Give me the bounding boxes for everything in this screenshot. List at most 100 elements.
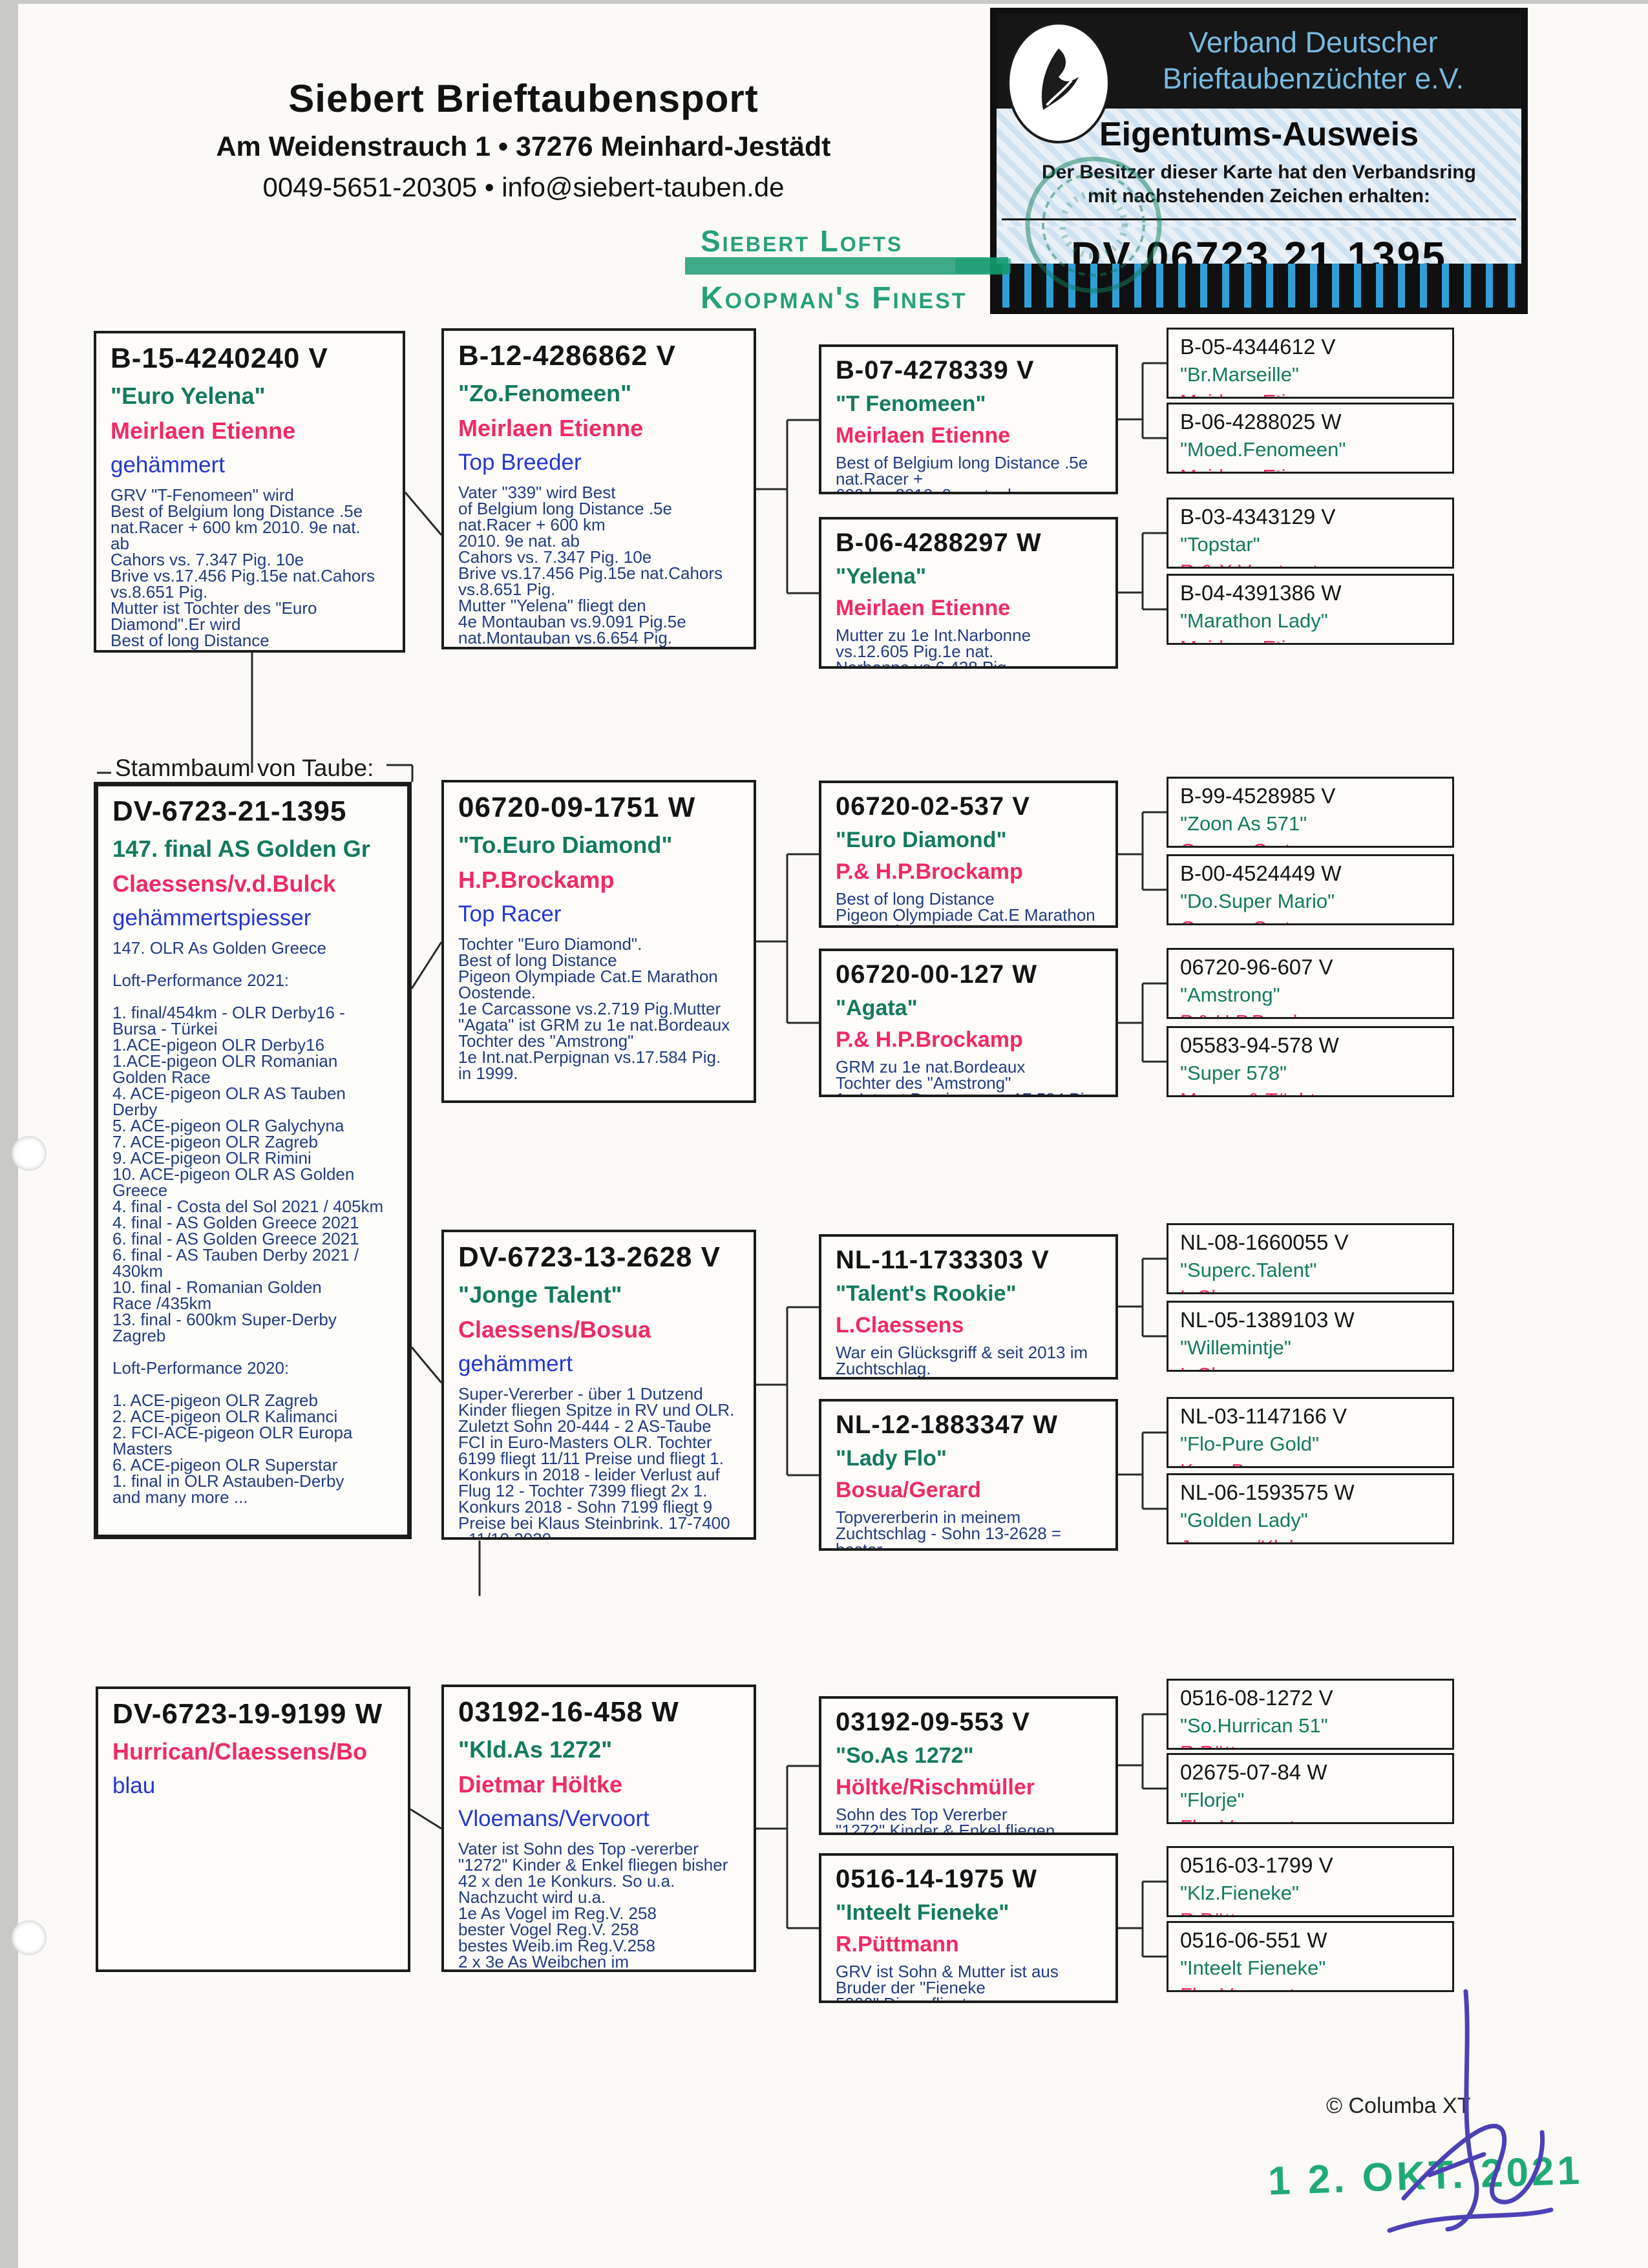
ring-id: NL-08-1660055 V bbox=[1180, 1230, 1349, 1254]
breeder-name: R.Püttmann bbox=[1180, 1909, 1441, 1915]
color-line: Top Breeder bbox=[458, 450, 582, 475]
loft-stamp-line1: Siebert Lofts bbox=[701, 224, 903, 258]
pedigree-box-grandparent: DV-6723-13-2628 V "Jonge Talent" Claesse… bbox=[441, 1230, 756, 1540]
breeder-name: R.Püttmann bbox=[1180, 1741, 1441, 1748]
pigeon-name: "So.Hurrican 51" bbox=[1180, 1714, 1328, 1737]
breeder-name: P.& H.P.Brockamp bbox=[836, 1027, 1023, 1052]
ring-id: B-12-4286862 V bbox=[458, 340, 676, 372]
card-subtitle: Der Besitzer dieser Karte hat den Verban… bbox=[997, 160, 1521, 208]
performance-notes: Vater ist Sohn des Top -vererber "1272" … bbox=[458, 1839, 728, 1971]
loft-stamp-bar-fragment bbox=[955, 258, 1011, 273]
performance-notes: Tochter "Euro Diamond". Best of long Dis… bbox=[458, 934, 730, 1083]
performance-notes: GRV ist Sohn & Mutter ist aus Bruder der… bbox=[836, 1962, 1059, 2000]
pigeon-name: "Br.Marseille" bbox=[1180, 363, 1299, 386]
performance-notes: Best of long Distance Pigeon Olympiade C… bbox=[836, 889, 1095, 925]
breeder-name: P.& H.P.Brockamp bbox=[836, 859, 1023, 884]
performance-notes: 147. OLR As Golden Greece Loft-Performan… bbox=[112, 938, 384, 1507]
pedigree-box-great-grandparent: NL-12-1883347 W "Lady Flo" Bosua/Gerard … bbox=[819, 1399, 1118, 1551]
pigeon-name: "Inteelt Fieneke" bbox=[1180, 1957, 1326, 1979]
breeder-name: George Carteus bbox=[1180, 839, 1441, 846]
color-line: Vloemans/Vervoort bbox=[458, 1806, 650, 1831]
pedigree-box-gg-grandparent: B-04-4391386 W "Marathon Lady" Meirlaen … bbox=[1167, 574, 1454, 645]
performance-notes: War ein Glücksgriff & seit 2013 im Zucht… bbox=[836, 1343, 1088, 1378]
ring-id: 0516-08-1272 V bbox=[1180, 1686, 1333, 1710]
dove-icon bbox=[1041, 48, 1079, 110]
pigeon-name: "Zoon As 571" bbox=[1180, 812, 1307, 835]
punch-hole bbox=[12, 1136, 47, 1171]
breeder-name: Meirlaen Etienne bbox=[111, 417, 296, 444]
card-title: Eigentums-Ausweis bbox=[1099, 116, 1419, 153]
ring-id: B-05-4344612 V bbox=[1180, 335, 1336, 359]
breeder-name: Claessens/Bosua bbox=[458, 1316, 651, 1343]
performance-notes: Super-Vererber - über 1 Dutzend Kinder f… bbox=[458, 1384, 735, 1540]
pedigree-box-gg-grandparent: 02675-07-84 W "Florje" Flor Vervoort bbox=[1167, 1753, 1454, 1824]
card-org-line2: Brieftaubenzüchter e.V. bbox=[1162, 62, 1464, 95]
performance-notes: GRV "T-Fenomeen" wird Best of Belgium lo… bbox=[111, 485, 375, 650]
loft-stamp-bar bbox=[685, 257, 1008, 275]
pigeon-name: "Talent's Rookie" bbox=[836, 1281, 1017, 1306]
pedigree-box-gg-grandparent: NL-08-1660055 V "Superc.Talent" L.Claess… bbox=[1167, 1223, 1454, 1294]
ring-id: NL-05-1389103 W bbox=[1180, 1308, 1355, 1332]
pigeon-name: "Euro Diamond" bbox=[836, 828, 1007, 852]
color-line: gehämmert bbox=[458, 1351, 573, 1376]
breeder-name: Höltke/Rischmüller bbox=[836, 1775, 1035, 1800]
ring-id: B-15-4240240 V bbox=[111, 342, 328, 374]
pigeon-name: "Kld.As 1272" bbox=[458, 1736, 613, 1763]
ring-id: 06720-00-127 W bbox=[836, 960, 1037, 989]
pedigree-box-gg-grandparent: 0516-06-551 W "Inteelt Fieneke" Flor Ver… bbox=[1167, 1921, 1454, 1992]
pedigree-box-gg-grandparent: B-03-4343129 V "Topstar" R.& X.Verstraet… bbox=[1167, 498, 1454, 569]
pedigree-box-great-grandparent: B-06-4288297 W "Yelena" Meirlaen Etienne… bbox=[819, 517, 1118, 669]
performance-notes: Topvererberin in meinem Zuchtschlag - So… bbox=[836, 1507, 1062, 1551]
pedigree-box-great-grandparent: 06720-00-127 W "Agata" P.& H.P.Brockamp … bbox=[819, 949, 1118, 1097]
pedigree-box-gg-grandparent: B-06-4288025 W "Moed.Fenomeen" Meirlaen … bbox=[1167, 403, 1454, 474]
pedigree-box-gg-grandparent: 0516-03-1799 V "Klz.Fieneke" R.Püttmann bbox=[1167, 1846, 1454, 1917]
punch-hole bbox=[12, 1920, 47, 1955]
pigeon-name: "Moed.Fenomeen" bbox=[1180, 438, 1346, 461]
dove-logo bbox=[1007, 22, 1110, 143]
pigeon-name: "Do.Super Mario" bbox=[1180, 890, 1335, 912]
pedigree-box-mother: DV-6723-19-9199 W Hurrican/Claessens/Bo … bbox=[96, 1686, 410, 1972]
pigeon-name: "Willemintje" bbox=[1180, 1336, 1291, 1359]
ring-id: 06720-02-537 V bbox=[836, 792, 1030, 821]
pedigree-box-grandparent: B-12-4286862 V "Zo.Fenomeen" Meirlaen Et… bbox=[441, 328, 756, 649]
pigeon-name: "To.Euro Diamond" bbox=[458, 832, 673, 858]
breeder-name: Meirlaen Etienne bbox=[458, 415, 644, 441]
ring-id: B-07-4278339 V bbox=[836, 356, 1035, 384]
ring-id: 05583-94-578 W bbox=[1180, 1033, 1339, 1057]
breeder-name: Dietmar Höltke bbox=[458, 1771, 623, 1798]
breeder-name: Claessens/v.d.Bulck bbox=[112, 870, 336, 897]
card-subtitle-line1: Der Besitzer dieser Karte hat den Verban… bbox=[1042, 162, 1476, 183]
pedigree-box-gg-grandparent: NL-05-1389103 W "Willemintje" L.Claessen… bbox=[1167, 1301, 1454, 1372]
breeder-name: Menne & Töchter bbox=[1180, 1089, 1441, 1095]
performance-notes: Vater "339" wird Best of Belgium long Di… bbox=[458, 483, 723, 647]
breeder-name: L.Claessens bbox=[1180, 1363, 1441, 1370]
performance-notes: Best of Belgium long Distance .5e nat.Ra… bbox=[836, 453, 1088, 492]
pedigree-box-grandparent: 03192-16-458 W "Kld.As 1272" Dietmar Höl… bbox=[441, 1685, 756, 1972]
breeder-name: Meirlaen Etienne bbox=[1180, 465, 1441, 472]
performance-notes: Sohn des Top Vererber "1272" Kinder & En… bbox=[836, 1805, 1055, 1835]
pigeon-name: "Topstar" bbox=[1180, 533, 1260, 556]
card-divider bbox=[1002, 218, 1516, 220]
ring-id: NL-06-1593575 W bbox=[1180, 1480, 1355, 1504]
card-decorative-band bbox=[997, 264, 1521, 308]
breeder-name: Meirlaen Etienne bbox=[1180, 390, 1441, 397]
pigeon-name: "Klz.Fieneke" bbox=[1180, 1882, 1299, 1904]
ring-id: DV-6723-21-1395 bbox=[112, 795, 347, 827]
pedigree-box-great-grandparent: 03192-09-553 V "So.As 1272" Höltke/Risch… bbox=[819, 1696, 1118, 1835]
copyright-note: © Columba XT bbox=[1326, 2094, 1471, 2118]
pedigree-box-gg-grandparent: 0516-08-1272 V "So.Hurrican 51" R.Püttma… bbox=[1167, 1679, 1454, 1750]
card-organisation: Verband Deutscher Brieftaubenzüchter e.V… bbox=[1119, 25, 1507, 97]
pigeon-name: "Florje" bbox=[1180, 1789, 1245, 1811]
loft-title: Siebert Brieftaubensport bbox=[288, 77, 759, 120]
letterhead: Siebert Brieftaubensport Am Weidenstrauc… bbox=[174, 76, 872, 203]
pedigree-box-great-grandparent: B-07-4278339 V "T Fenomeen" Meirlaen Eti… bbox=[819, 344, 1118, 494]
ring-id: 0516-03-1799 V bbox=[1180, 1853, 1333, 1877]
breeder-name: R.& X.Verstraete bbox=[1180, 560, 1441, 567]
breeder-name: P.& H.P.Brockamp bbox=[1180, 1011, 1441, 1017]
pigeon-name: "Zo.Fenomeen" bbox=[458, 380, 632, 406]
breeder-name: George Carteus bbox=[1180, 917, 1441, 923]
pedigree-box-great-grandparent: 06720-02-537 V "Euro Diamond" P.& H.P.Br… bbox=[819, 781, 1118, 928]
color-line: gehämmert bbox=[111, 452, 226, 478]
card-org-line1: Verband Deutscher bbox=[1188, 26, 1438, 59]
